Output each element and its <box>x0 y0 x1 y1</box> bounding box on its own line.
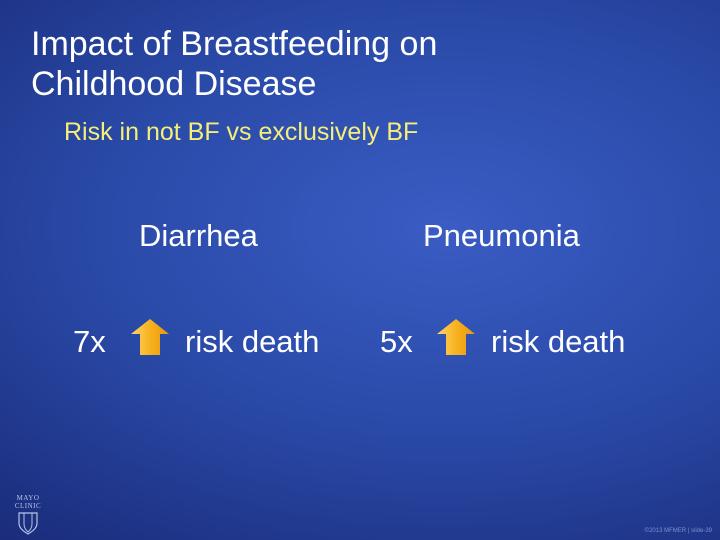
logo-word-2: CLINIC <box>14 502 42 510</box>
column-heading-pneumonia: Pneumonia <box>423 218 580 253</box>
slide-title-line-1: Impact of Breastfeeding on <box>31 25 438 63</box>
pneumonia-multiplier: 5x <box>380 324 413 359</box>
pneumonia-label: risk death <box>491 324 626 359</box>
slide-title-line-2: Childhood Disease <box>31 65 317 103</box>
logo-word-1: MAYO <box>16 494 40 502</box>
column-heading-diarrhea: Diarrhea <box>139 218 258 253</box>
diarrhea-multiplier: 7x <box>73 324 106 359</box>
mayo-clinic-logo: MAYO CLINIC <box>8 494 48 536</box>
slide-footer: ©2013 MFMER | slide-39 <box>644 528 712 534</box>
slide-subtitle: Risk in not BF vs exclusively BF <box>64 118 419 146</box>
slide-title: Impact of Breastfeeding on Childhood Dis… <box>31 24 671 104</box>
diarrhea-label: risk death <box>185 324 320 359</box>
arrow-up-icon <box>130 318 170 356</box>
shield-icon <box>18 512 38 535</box>
arrow-up-icon <box>436 318 476 356</box>
